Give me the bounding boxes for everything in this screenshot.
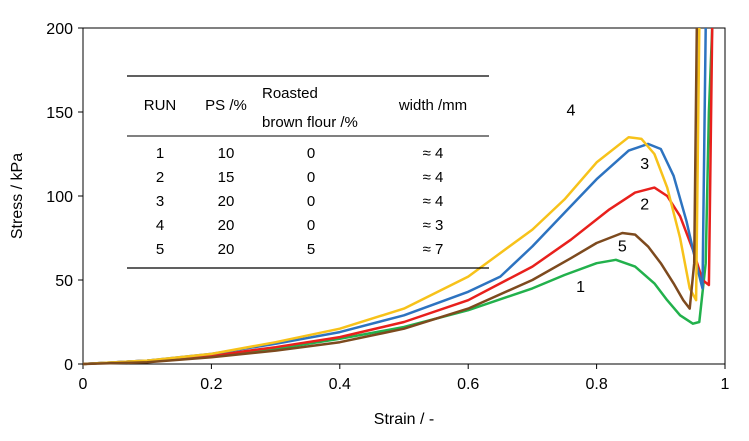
y-tick-label: 0 (64, 357, 73, 374)
table-cell: 10 (218, 145, 235, 162)
y-tick-label: 100 (46, 189, 73, 206)
x-tick-label: 0.6 (457, 376, 479, 393)
y-axis-title: Stress / kPa (9, 153, 26, 239)
table-cell: ≈ 4 (423, 193, 444, 210)
curve-label-1: 1 (576, 279, 585, 296)
x-tick-label: 0 (79, 376, 88, 393)
y-tick-label: 200 (46, 21, 73, 38)
table-header-ps: PS /% (205, 97, 247, 114)
table-cell: 20 (218, 241, 235, 258)
runs-table: RUN PS /% Roasted brown flour /% width /… (127, 75, 489, 269)
curve-labels: 4 3 2 5 1 (566, 102, 649, 295)
x-axis-title: Strain / - (374, 411, 434, 428)
curve-label-3: 3 (640, 156, 649, 173)
series-curve-3 (82, 27, 707, 366)
table-body: 1 10 0 ≈ 42 15 0 ≈ 43 20 0 ≈ 44 20 0 ≈ 35 20 5 ≈ 7 (156, 145, 444, 258)
table-cell: 0 (307, 169, 315, 186)
x-tick-label: 0.4 (329, 376, 351, 393)
table-cell: 3 (156, 193, 164, 210)
series-group (82, 27, 714, 366)
table-cell: 4 (156, 217, 164, 234)
table-cell: 0 (307, 145, 315, 162)
x-tick-label: 0.2 (200, 376, 222, 393)
table-cell: 2 (156, 169, 164, 186)
table-row: 5 20 5 ≈ 7 (156, 241, 444, 258)
curve-label-2: 2 (640, 196, 649, 213)
table-header-brown-flour: brown flour /% (262, 114, 358, 131)
series-curve-1 (82, 27, 714, 366)
table-row: 4 20 0 ≈ 3 (156, 217, 444, 234)
table-cell: 5 (156, 241, 164, 258)
table-row: 2 15 0 ≈ 4 (156, 169, 444, 186)
table-cell: 1 (156, 145, 164, 162)
y-tick-label: 50 (55, 273, 73, 290)
series-curve-4 (82, 27, 701, 366)
table-cell: 0 (307, 193, 315, 210)
table-cell: ≈ 4 (423, 169, 444, 186)
table-header-run: RUN (144, 97, 177, 114)
series-curve-2 (82, 27, 714, 366)
table-header-roasted: Roasted (262, 85, 318, 102)
table-cell: ≈ 3 (423, 217, 444, 234)
table-cell: ≈ 4 (423, 145, 444, 162)
table-cell: 5 (307, 241, 315, 258)
table-row: 3 20 0 ≈ 4 (156, 193, 444, 210)
series-curve-5 (82, 27, 699, 366)
x-tick-label: 1 (721, 376, 730, 393)
x-tick-label: 0.8 (585, 376, 607, 393)
table-cell: 15 (218, 169, 235, 186)
table-cell: 20 (218, 217, 235, 234)
curve-label-5: 5 (618, 238, 627, 255)
table-header-width: width /mm (398, 97, 467, 114)
y-tick-label: 150 (46, 105, 73, 122)
table-row: 1 10 0 ≈ 4 (156, 145, 444, 162)
table-cell: 20 (218, 193, 235, 210)
table-cell: 0 (307, 217, 315, 234)
table-cell: ≈ 7 (423, 241, 444, 258)
curve-label-4: 4 (566, 102, 575, 119)
